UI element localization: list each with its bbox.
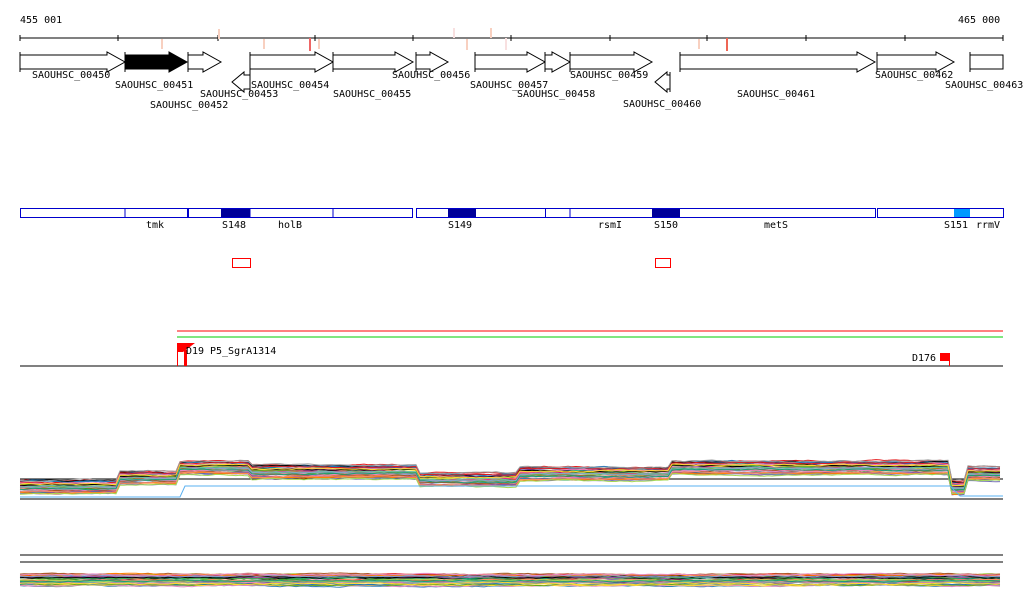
- gene-arrow[interactable]: [332, 51, 415, 73]
- feature-label-S149: S149: [448, 220, 472, 231]
- gene-label: SAOUHSC_00454: [251, 80, 329, 91]
- marker-label-2: P5_SgrA1314: [210, 346, 276, 357]
- feature-label-holB: holB: [278, 220, 302, 231]
- expression-line: [19, 574, 1001, 578]
- gene-arrow[interactable]: [544, 51, 572, 73]
- segment-highlight[interactable]: [221, 209, 250, 217]
- gene-SAOUHSC_00456[interactable]: SAOUHSC_00456: [392, 51, 470, 81]
- gene-arrow[interactable]: [249, 51, 335, 73]
- expression-line: [19, 572, 1001, 577]
- feature-block[interactable]: [877, 208, 1004, 218]
- segment-highlight[interactable]: [954, 209, 970, 217]
- feature-track: tmk S148 holB S149 rsmI S150 metS S151 rrmV: [20, 208, 1004, 268]
- expression-track-1: [19, 459, 1003, 500]
- gene-label: SAOUHSC_00451: [115, 80, 193, 91]
- feature-label-rsmI: rsmI: [598, 220, 622, 231]
- red-feature-box[interactable]: [232, 258, 251, 268]
- gene-SAOUHSC_00460[interactable]: SAOUHSC_00460: [623, 70, 701, 110]
- gene-track: SAOUHSC_00450SAOUHSC_00451SAOUHSC_00452S…: [19, 51, 1023, 111]
- gene-SAOUHSC_00452[interactable]: SAOUHSC_00452: [150, 51, 228, 111]
- gene-label: SAOUHSC_00452: [150, 100, 228, 111]
- gene-arrow[interactable]: [19, 51, 127, 73]
- gene-arrow[interactable]: [679, 51, 877, 73]
- ruler-end-label: 465 000: [958, 15, 1000, 26]
- gene-label: SAOUHSC_00461: [737, 89, 815, 100]
- expression-line: [19, 459, 1001, 482]
- gene-label: SAOUHSC_00453: [200, 89, 278, 100]
- expression-line: [19, 581, 1001, 586]
- gene-SAOUHSC_00462[interactable]: SAOUHSC_00462: [875, 51, 956, 81]
- gene-label: SAOUHSC_00450: [32, 70, 110, 81]
- marker-label-1: D19: [186, 346, 204, 357]
- gene-arrow[interactable]: [415, 51, 450, 73]
- gene-label: SAOUHSC_00460: [623, 99, 701, 110]
- feature-label-S151: S151: [944, 220, 968, 231]
- gene-arrow[interactable]: [231, 70, 251, 94]
- gene-label: SAOUHSC_00459: [570, 70, 648, 81]
- feature-label-metS: metS: [764, 220, 788, 231]
- gene-arrow[interactable]: [876, 51, 956, 73]
- feature-label-tmk: tmk: [146, 220, 164, 231]
- gene-SAOUHSC_00461[interactable]: SAOUHSC_00461: [679, 51, 877, 100]
- feature-label-rrmV: rrmV: [976, 220, 1000, 231]
- gene-arrow[interactable]: [969, 54, 1004, 70]
- feature-block[interactable]: [20, 208, 188, 218]
- gene-label: SAOUHSC_00457: [470, 80, 548, 91]
- gene-SAOUHSC_00455[interactable]: SAOUHSC_00455: [332, 51, 415, 100]
- gene-SAOUHSC_00454[interactable]: SAOUHSC_00454: [249, 51, 335, 91]
- gene-arrow[interactable]: [124, 51, 189, 73]
- expression-line: [19, 575, 1001, 579]
- red-feature-box[interactable]: [655, 258, 671, 268]
- feature-block[interactable]: [545, 208, 876, 218]
- marker-label-d176: D176: [912, 353, 936, 364]
- coordinate-ruler: 455 001 465 000: [19, 15, 1004, 51]
- expression-track-2: [19, 554, 1003, 588]
- expression-line: [19, 468, 1000, 491]
- feature-block[interactable]: [188, 208, 413, 218]
- marker-track: D19 P5_SgrA1314 D176: [20, 330, 1003, 367]
- segment-highlight[interactable]: [448, 209, 476, 217]
- gene-SAOUHSC_00463[interactable]: SAOUHSC_00463: [945, 52, 1023, 91]
- feature-block[interactable]: [416, 208, 546, 218]
- gene-SAOUHSC_00453[interactable]: SAOUHSC_00453: [200, 70, 278, 100]
- gene-label: SAOUHSC_00463: [945, 80, 1023, 91]
- gene-arrow[interactable]: [474, 51, 547, 73]
- gene-SAOUHSC_00458[interactable]: SAOUHSC_00458: [517, 51, 595, 100]
- gene-SAOUHSC_00450[interactable]: SAOUHSC_00450: [19, 51, 127, 81]
- expression-line: [20, 485, 1003, 498]
- left-marker-stem-2[interactable]: [184, 350, 187, 366]
- gene-label: SAOUHSC_00462: [875, 70, 953, 81]
- gene-SAOUHSC_00457[interactable]: SAOUHSC_00457: [470, 51, 548, 91]
- ruler-start-label: 455 001: [20, 15, 62, 26]
- feature-label-S148: S148: [222, 220, 246, 231]
- gene-arrow[interactable]: [569, 51, 654, 73]
- expression-line: [19, 472, 1001, 495]
- left-marker-flag[interactable]: [177, 343, 195, 352]
- gene-label: SAOUHSC_00458: [517, 89, 595, 100]
- gene-SAOUHSC_00459[interactable]: SAOUHSC_00459: [569, 51, 654, 81]
- expression-line: [19, 463, 1001, 487]
- segment-highlight[interactable]: [652, 209, 680, 217]
- expression-line: [19, 578, 1001, 583]
- gene-arrow[interactable]: [654, 70, 671, 94]
- right-marker[interactable]: [940, 353, 950, 361]
- gene-label: SAOUHSC_00456: [392, 70, 470, 81]
- gene-SAOUHSC_00451[interactable]: SAOUHSC_00451: [115, 51, 193, 91]
- gene-arrow[interactable]: [187, 51, 223, 73]
- feature-label-S150: S150: [654, 220, 678, 231]
- expression-line: [19, 579, 1001, 583]
- expression-line: [19, 461, 1001, 485]
- gene-label: SAOUHSC_00455: [333, 89, 411, 100]
